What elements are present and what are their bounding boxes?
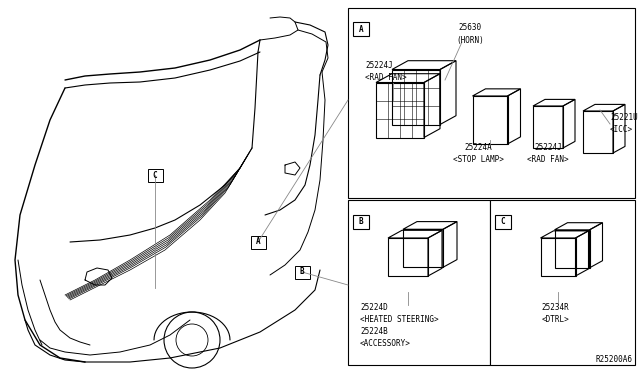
Text: C: C (500, 218, 506, 227)
Text: 25630: 25630 (458, 23, 481, 32)
Text: <DTRL>: <DTRL> (541, 315, 569, 324)
Text: <HEATED STEERING>: <HEATED STEERING> (360, 315, 438, 324)
Text: A: A (358, 25, 364, 33)
FancyBboxPatch shape (250, 235, 266, 248)
FancyBboxPatch shape (147, 169, 163, 182)
FancyBboxPatch shape (348, 200, 490, 365)
Text: 25224J: 25224J (365, 61, 393, 70)
Text: <ICC>: <ICC> (610, 125, 633, 135)
Text: A: A (256, 237, 260, 247)
Text: B: B (358, 218, 364, 227)
Text: 25221U: 25221U (610, 113, 637, 122)
FancyBboxPatch shape (353, 22, 369, 36)
FancyBboxPatch shape (495, 215, 511, 229)
Text: (HORN): (HORN) (456, 35, 484, 45)
Text: <RAD FAN>: <RAD FAN> (527, 155, 569, 164)
Text: B: B (300, 267, 304, 276)
Text: 25224A: 25224A (464, 144, 492, 153)
FancyBboxPatch shape (348, 8, 635, 198)
Text: 25234R: 25234R (541, 304, 569, 312)
FancyBboxPatch shape (353, 215, 369, 229)
Text: 25224B: 25224B (360, 327, 388, 337)
Text: C: C (153, 170, 157, 180)
FancyBboxPatch shape (490, 200, 635, 365)
Text: 25224J: 25224J (534, 144, 562, 153)
FancyBboxPatch shape (294, 266, 310, 279)
Text: 25224D: 25224D (360, 304, 388, 312)
Text: R25200A6: R25200A6 (595, 355, 632, 364)
Text: <ACCESSORY>: <ACCESSORY> (360, 340, 411, 349)
Text: <STOP LAMP>: <STOP LAMP> (452, 155, 504, 164)
Text: <RAD FAN>: <RAD FAN> (365, 73, 406, 81)
